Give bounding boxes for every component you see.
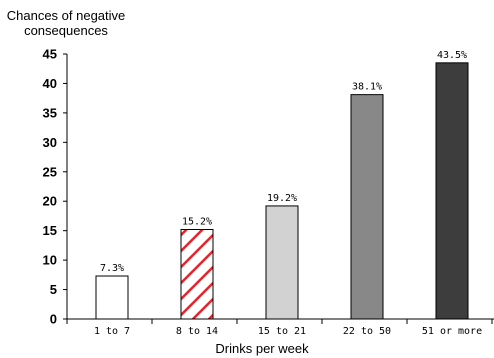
x-tick-label: 15 to 21 bbox=[258, 326, 306, 337]
bar bbox=[265, 205, 299, 320]
y-tick-label: 15 bbox=[43, 223, 57, 238]
data-labels: 7.3% 15.2% 19.2% 38.1% 43.5% bbox=[100, 50, 467, 274]
y-axis-title-line-1: Chances of negative bbox=[7, 8, 126, 23]
data-label: 43.5% bbox=[437, 50, 467, 61]
data-label: 15.2% bbox=[182, 216, 212, 227]
bar bbox=[180, 228, 214, 320]
data-label: 19.2% bbox=[267, 193, 297, 204]
y-tick-label: 10 bbox=[43, 253, 57, 268]
bar bbox=[95, 275, 129, 320]
y-axis-title-line-2: consequences bbox=[24, 23, 108, 38]
y-tick-label: 45 bbox=[43, 47, 57, 62]
y-axis: 0 5 10 15 20 25 30 35 40 45 bbox=[43, 47, 68, 327]
data-label: 38.1% bbox=[352, 82, 382, 93]
x-tick-label: 22 to 50 bbox=[343, 326, 391, 337]
bar bbox=[435, 62, 469, 320]
y-tick-label: 25 bbox=[43, 164, 57, 179]
x-axis-title: Drinks per week bbox=[215, 341, 309, 356]
x-axis: 1 to 7 8 to 14 15 to 21 22 to 50 51 or more bbox=[66, 318, 494, 337]
y-tick-label: 35 bbox=[43, 105, 57, 120]
bar bbox=[350, 94, 384, 320]
bars bbox=[95, 62, 469, 320]
data-label: 7.3% bbox=[100, 263, 124, 274]
y-tick-label: 20 bbox=[43, 194, 57, 209]
y-tick-label: 30 bbox=[43, 135, 57, 150]
x-tick-label: 8 to 14 bbox=[176, 326, 218, 337]
y-tick-label: 40 bbox=[43, 76, 57, 91]
x-tick-label: 51 or more bbox=[422, 326, 482, 337]
x-tick-label: 1 to 7 bbox=[94, 326, 130, 337]
y-tick-label: 5 bbox=[50, 282, 57, 297]
y-tick-label: 0 bbox=[50, 312, 57, 327]
